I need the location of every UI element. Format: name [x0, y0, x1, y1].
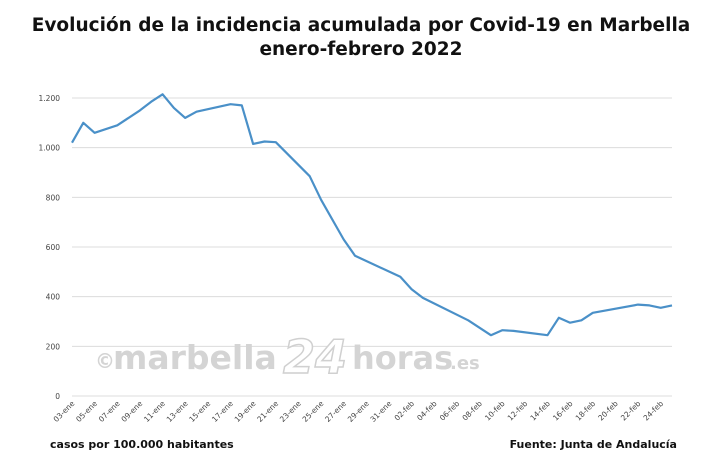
x-tick-label: 19-ene — [233, 399, 258, 424]
y-tick-label: 600 — [46, 243, 61, 252]
x-tick-label: 03-ene — [51, 399, 76, 424]
x-tick-label: 08-feb — [460, 399, 484, 423]
x-tick-label: 16-feb — [551, 399, 575, 423]
x-tick-label: 23-ene — [278, 399, 303, 424]
y-tick-label: 800 — [46, 193, 61, 202]
unit-note: casos por 100.000 habitantes — [50, 438, 234, 451]
x-tick-label: 04-feb — [415, 399, 439, 423]
x-tick-label: 09-ene — [119, 399, 144, 424]
x-tick-label: 29-ene — [346, 399, 371, 424]
x-tick-label: 05-ene — [74, 399, 99, 424]
chart-title: Evolución de la incidencia acumulada por… — [0, 14, 722, 62]
x-tick-label: 15-ene — [187, 399, 212, 424]
watermark-copyright: © — [95, 349, 115, 373]
x-tick-label: 27-ene — [323, 399, 348, 424]
chart-title-line-1: Evolución de la incidencia acumulada por… — [31, 15, 691, 36]
source-note: Fuente: Junta de Andalucía — [509, 438, 677, 451]
x-tick-label: 06-feb — [438, 399, 462, 423]
x-tick-label: 17-ene — [210, 399, 235, 424]
x-tick-label: 21-ene — [255, 399, 280, 424]
chart-title-line-2: enero-febrero 2022 — [259, 39, 463, 60]
y-tick-label: 1.200 — [39, 94, 61, 103]
x-axis-ticks: 03-ene05-ene07-ene09-ene11-ene13-ene15-e… — [51, 399, 665, 424]
y-tick-label: 400 — [46, 293, 61, 302]
x-tick-label: 31-ene — [368, 399, 393, 424]
x-tick-label: 13-ene — [165, 399, 190, 424]
x-tick-label: 07-ene — [97, 399, 122, 424]
y-tick-label: 1.000 — [39, 144, 61, 153]
x-tick-label: 10-feb — [483, 399, 507, 423]
x-tick-label: 12-feb — [506, 399, 530, 423]
watermark-domain: .es — [450, 353, 480, 374]
watermark-brand: marbella — [113, 338, 277, 377]
y-tick-label: 0 — [55, 392, 60, 401]
gridlines — [72, 97, 672, 397]
watermark-number: 24 — [283, 330, 347, 384]
series-line — [71, 93, 673, 337]
watermark-suffix: horas — [352, 339, 453, 377]
x-tick-label: 20-feb — [596, 399, 620, 423]
y-tick-label: 200 — [46, 342, 61, 351]
x-tick-label: 14-feb — [528, 399, 552, 423]
x-tick-label: 11-ene — [142, 399, 167, 424]
x-tick-label: 25-ene — [301, 399, 326, 424]
x-tick-label: 02-feb — [393, 399, 417, 423]
x-tick-label: 24-feb — [642, 399, 666, 423]
y-axis-ticks: 0 200 400 600 800 1.000 1.200 — [39, 94, 61, 401]
x-tick-label: 22-feb — [619, 399, 643, 423]
x-tick-label: 18-feb — [574, 399, 598, 423]
watermark: © marbella 24 horas .es — [95, 329, 480, 385]
